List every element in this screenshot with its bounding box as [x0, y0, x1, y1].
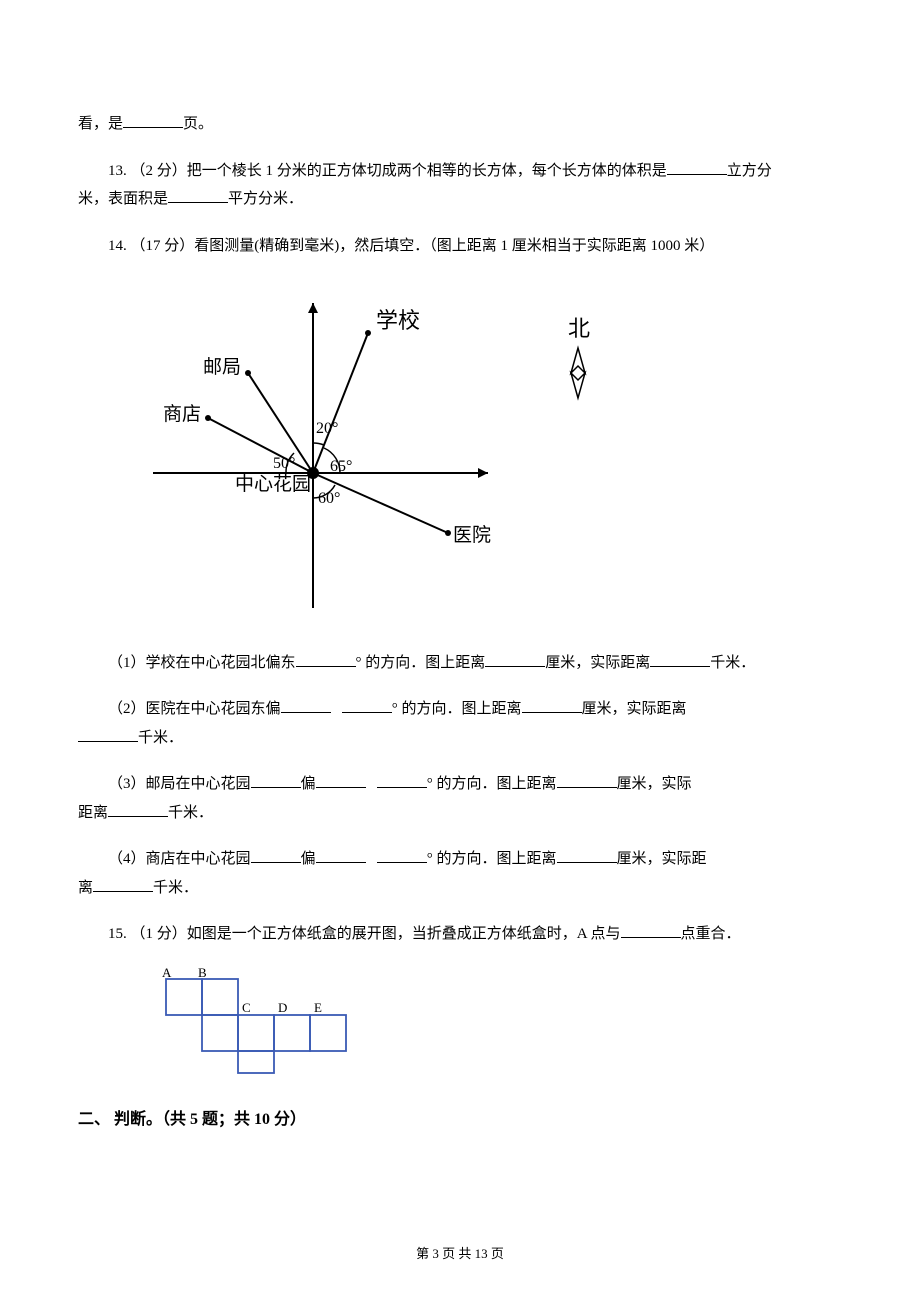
- q14s4-b5: [93, 877, 153, 892]
- q14s4-b4: [557, 848, 617, 863]
- q14-header: 14. （17 分）看图测量(精确到毫米)，然后填空．（图上距离 1 厘米相当于…: [78, 232, 842, 261]
- compass-icon: [571, 348, 585, 398]
- q14s2-b2: [342, 698, 392, 713]
- q14-sub3: （3）邮局在中心花园 偏 ° 的方向．图上距离 厘米，实际: [78, 770, 842, 799]
- label-shop: 商店: [163, 403, 201, 425]
- q14-diagram: 学校 邮局 商店 中心花园 医院 20° 50° 65° 60° 北: [118, 278, 842, 629]
- angle-65: 65°: [330, 458, 352, 475]
- net-label-d: D: [278, 1000, 287, 1015]
- q14s3-p4: 厘米，实际: [617, 776, 692, 792]
- q14s4-p6: 千米．: [153, 880, 198, 896]
- q14s2-p1: （2）医院在中心花园东偏: [108, 701, 281, 717]
- q14s3-p1: （3）邮局在中心花园: [108, 776, 251, 792]
- q14s2-p2: ° 的方向．图上距离: [392, 701, 522, 717]
- q14s2-b3: [522, 698, 582, 713]
- q14s3-b2: [316, 773, 366, 788]
- q14s4-p1: （4）商店在中心花园: [108, 851, 251, 867]
- angle-60: 60°: [318, 490, 340, 507]
- q14s1-b3: [650, 652, 710, 667]
- q14s4-p5: 离: [78, 880, 93, 896]
- q14s1-b2: [485, 652, 545, 667]
- q14s2-b1: [281, 698, 331, 713]
- q14s4-p4: 厘米，实际距: [617, 851, 707, 867]
- q14s1-b1: [296, 652, 356, 667]
- section2-title: 二、 判断。（共 5 题；共 10 分）: [78, 1105, 842, 1135]
- q15-text: 15. （1 分）如图是一个正方体纸盒的展开图，当折叠成正方体纸盒时，A 点与 点…: [78, 920, 842, 949]
- q14-sub3-cont: 距离 千米．: [78, 799, 842, 828]
- q12-tail: 看，是 页。: [78, 110, 842, 139]
- angle-20: 20°: [316, 420, 338, 437]
- q14s4-b2: [316, 848, 366, 863]
- net-label-b: B: [198, 967, 207, 980]
- label-hospital: 医院: [453, 524, 491, 546]
- q14s3-p2: 偏: [301, 776, 316, 792]
- q13-p1: 13. （2 分）把一个棱长 1 分米的正方体切成两个相等的长方体，每个长方体的…: [108, 163, 667, 179]
- q14s1-p4: 千米．: [710, 655, 755, 671]
- q14s4-b3: [377, 848, 427, 863]
- q13-blank2: [168, 188, 228, 203]
- q14s3-p5: 距离: [78, 805, 108, 821]
- q12-text2: 页。: [183, 116, 213, 132]
- q14s2-p4: 千米．: [138, 730, 183, 746]
- label-school: 学校: [376, 308, 420, 333]
- q14-sub4-cont: 离 千米．: [78, 874, 842, 903]
- q14s3-p3: ° 的方向．图上距离: [427, 776, 557, 792]
- q13-p2: 立方分: [727, 163, 772, 179]
- q13-p4: 平方分米．: [228, 191, 303, 207]
- q15-p2: 点重合．: [681, 926, 741, 942]
- q12-text1: 看，是: [78, 116, 123, 132]
- net-label-a: A: [162, 967, 172, 980]
- q14s1-p2: ° 的方向．图上距离: [356, 655, 486, 671]
- q14s4-p2: 偏: [301, 851, 316, 867]
- q12-blank: [123, 113, 183, 128]
- net-label-e: E: [314, 1000, 322, 1015]
- angle-50: 50°: [273, 455, 295, 472]
- label-post: 邮局: [203, 356, 241, 378]
- q14-sub2: （2）医院在中心花园东偏 ° 的方向．图上距离 厘米，实际距离: [78, 695, 842, 724]
- q13-line2: 米，表面积是 平方分米．: [78, 185, 842, 214]
- label-center: 中心花园: [235, 473, 311, 495]
- q14s1-p3: 厘米，实际距离: [545, 655, 650, 671]
- q14s4-p3: ° 的方向．图上距离: [427, 851, 557, 867]
- q14s2-b4: [78, 727, 138, 742]
- q14-sub2-cont: 千米．: [78, 724, 842, 753]
- q13-p3: 米，表面积是: [78, 191, 168, 207]
- q14s1-p1: （1）学校在中心花园北偏东: [108, 655, 296, 671]
- q14s3-b5: [108, 802, 168, 817]
- q13-blank1: [667, 160, 727, 175]
- q14s3-b3: [377, 773, 427, 788]
- q14s3-p6: 千米．: [168, 805, 213, 821]
- q14-sub4: （4）商店在中心花园 偏 ° 的方向．图上距离 厘米，实际距: [78, 845, 842, 874]
- q14s3-b4: [557, 773, 617, 788]
- q14s2-p3: 厘米，实际距离: [582, 701, 687, 717]
- q15-blank: [621, 923, 681, 938]
- q13-line1: 13. （2 分）把一个棱长 1 分米的正方体切成两个相等的长方体，每个长方体的…: [78, 157, 842, 186]
- q15-p1: 15. （1 分）如图是一个正方体纸盒的展开图，当折叠成正方体纸盒时，A 点与: [108, 926, 621, 942]
- q14s3-b1: [251, 773, 301, 788]
- page-footer: 第 3 页 共 13 页: [0, 1242, 920, 1267]
- label-north: 北: [568, 316, 590, 341]
- q14-sub1: （1）学校在中心花园北偏东 ° 的方向．图上距离 厘米，实际距离 千米．: [78, 649, 842, 678]
- net-label-c: C: [242, 1000, 251, 1015]
- q15-net: A B C D E: [156, 967, 842, 1088]
- q14s4-b1: [251, 848, 301, 863]
